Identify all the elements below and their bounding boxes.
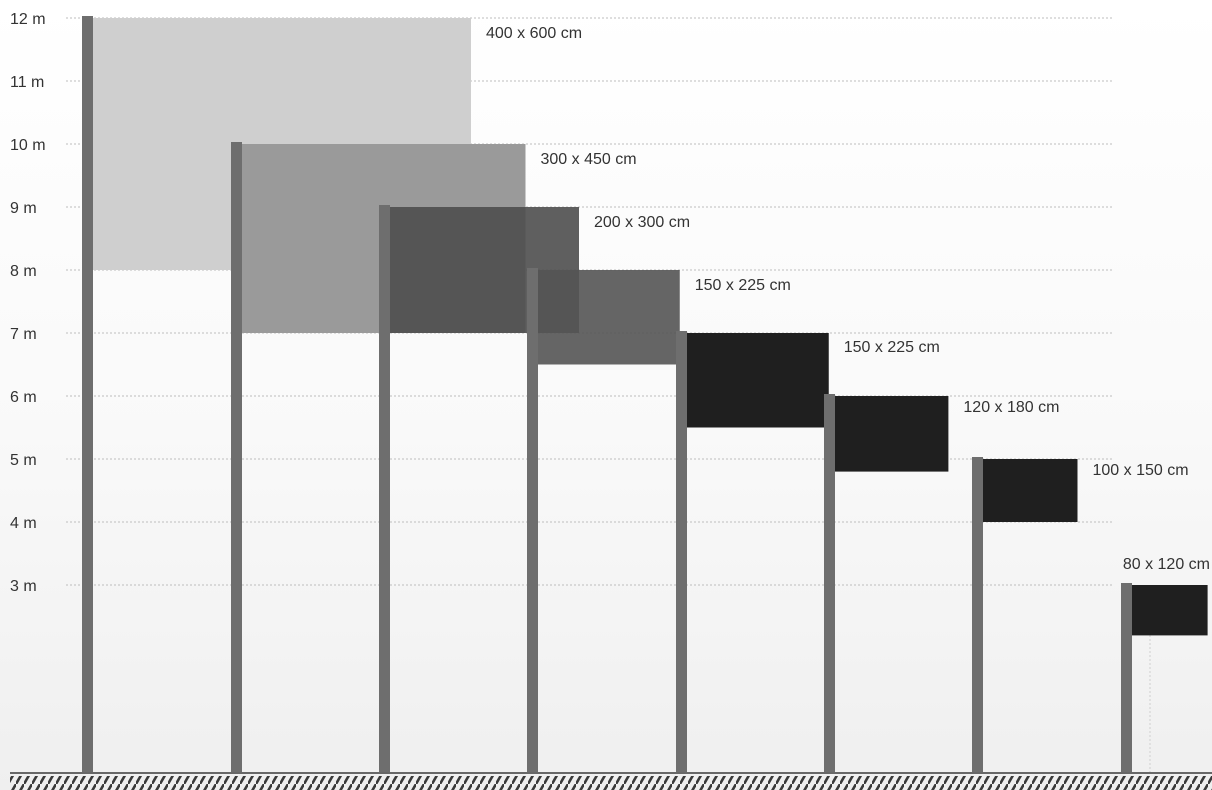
flagpole: [231, 142, 242, 772]
flag: [835, 396, 949, 472]
y-tick-label: 7 m: [10, 326, 37, 343]
flagpole: [527, 268, 538, 772]
flagpole: [972, 457, 983, 772]
y-tick-label: 8 m: [10, 263, 37, 280]
y-tick-label: 4 m: [10, 515, 37, 532]
labels-layer: 3 m 4 m 5 m 6 m 7 m 8 m 9 m 10 m 11 m 12 m 400 x 6…: [10, 11, 1210, 595]
flagpole: [379, 205, 390, 772]
flagpole: [1121, 583, 1132, 772]
flag: [983, 459, 1078, 522]
flag: [538, 270, 680, 365]
flag: [687, 333, 829, 428]
y-tick-label: 3 m: [10, 578, 37, 595]
y-tick-label: 12 m: [10, 11, 46, 28]
flag-size-label: 150 x 225 cm: [695, 277, 791, 294]
ground-hatch: [10, 776, 1212, 790]
flag-size-label: 400 x 600 cm: [486, 25, 582, 42]
flag-size-label: 300 x 450 cm: [541, 151, 637, 168]
ground: [10, 772, 1212, 790]
flag-size-label: 100 x 150 cm: [1093, 462, 1189, 479]
flag-size-label: 200 x 300 cm: [594, 214, 690, 231]
poles-layer: [82, 16, 1132, 772]
y-tick-label: 6 m: [10, 389, 37, 406]
flags-layer: [93, 18, 1208, 636]
flagpole: [82, 16, 93, 772]
y-tick-label: 11 m: [10, 74, 44, 91]
gridlines: [66, 17, 1151, 772]
flag-size-label: 150 x 225 cm: [844, 339, 940, 356]
flagpole: [824, 394, 835, 772]
flag: [1132, 585, 1208, 636]
y-tick-label: 5 m: [10, 452, 37, 469]
flagpole: [676, 331, 687, 772]
y-tick-label: 10 m: [10, 137, 46, 154]
flag-size-label: 80 x 120 cm: [1123, 556, 1210, 573]
flag-size-label: 120 x 180 cm: [963, 399, 1059, 416]
y-tick-label: 9 m: [10, 200, 37, 217]
